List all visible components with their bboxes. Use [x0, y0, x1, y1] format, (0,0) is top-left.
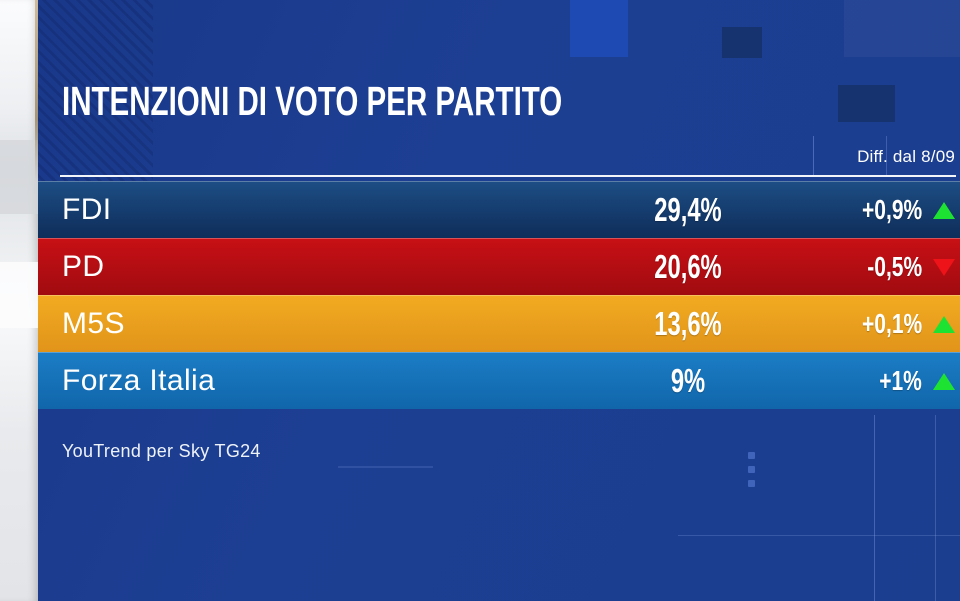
deco-dot — [748, 466, 755, 473]
source-credit: YouTrend per Sky TG24 — [62, 441, 261, 461]
party-label: Forza Italia — [62, 363, 216, 397]
deco-dot — [748, 480, 755, 487]
poll-panel: INTENZIONI DI VOTO PER PARTITO Diff. dal… — [38, 0, 960, 601]
party-value: 29,4% — [654, 190, 722, 228]
deco-light-block — [844, 0, 960, 57]
party-value: 20,6% — [654, 247, 722, 285]
party-diff: +0,1% — [861, 307, 922, 339]
deco-grid-line — [813, 136, 814, 176]
studio-strip-shade — [0, 140, 38, 214]
diff-column-header: Diff. dal 8/09 — [857, 147, 955, 166]
poll-row-fdi: FDI 29,4% +0,9% — [38, 181, 960, 238]
trend-down-icon — [933, 258, 955, 276]
trend-up-icon — [933, 315, 955, 333]
party-value: 13,6% — [654, 304, 722, 342]
poll-row-m5s: M5S 13,6% +0,1% — [38, 295, 960, 352]
party-diff: +1% — [879, 364, 922, 396]
deco-dark-square — [722, 27, 762, 58]
party-label: FDI — [62, 192, 112, 226]
hatch-texture — [38, 0, 153, 200]
studio-background-strip — [0, 0, 38, 601]
deco-dark-square — [838, 85, 895, 122]
deco-grid-line — [886, 136, 887, 176]
poll-row-forza-italia: Forza Italia 9% +1% — [38, 352, 960, 409]
chart-title: INTENZIONI DI VOTO PER PARTITO — [62, 78, 563, 124]
deco-grid-line — [338, 466, 433, 468]
trend-up-icon — [933, 372, 955, 390]
party-diff: -0,5% — [867, 250, 922, 282]
deco-dot — [748, 452, 755, 459]
party-diff: +0,9% — [861, 193, 922, 225]
header-divider — [60, 175, 956, 177]
trend-up-icon — [933, 201, 955, 219]
party-value: 9% — [670, 361, 706, 399]
deco-grid-line — [935, 415, 936, 601]
poll-table: FDI 29,4% +0,9% PD 20,6% -0,5% M5S 13,6%… — [38, 181, 960, 409]
party-label: M5S — [62, 306, 125, 340]
party-label: PD — [62, 249, 105, 283]
panel-edge-accent — [35, 0, 38, 182]
deco-bright-band — [570, 0, 628, 57]
studio-strip-highlight — [0, 262, 38, 328]
poll-row-pd: PD 20,6% -0,5% — [38, 238, 960, 295]
deco-grid-line — [874, 415, 875, 601]
deco-grid-line — [678, 535, 960, 536]
